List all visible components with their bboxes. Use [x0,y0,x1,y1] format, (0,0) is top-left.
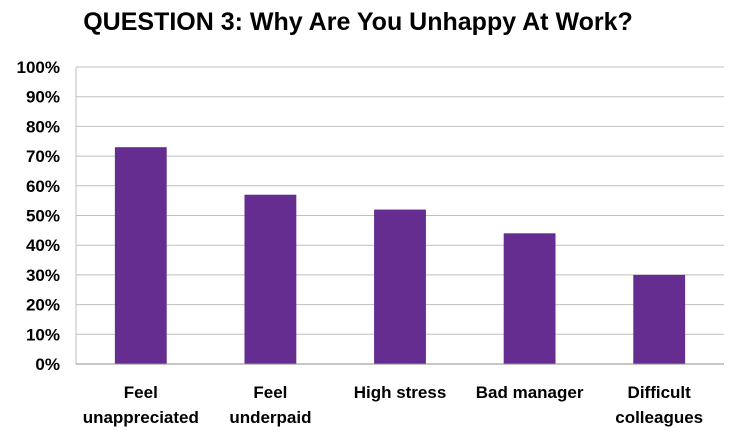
y-tick-label: 30% [26,266,60,285]
bar [244,194,297,364]
bar [633,274,686,364]
x-category-label: Feel underpaid [229,383,311,427]
bars [114,147,686,364]
y-tick-label: 40% [26,236,60,255]
y-tick-label: 90% [26,88,60,107]
chart-title: QUESTION 3: Why Are You Unhappy At Work? [83,8,633,36]
bar [374,209,426,364]
y-tick-label: 20% [26,296,60,315]
x-axis-category-labels: Feel unappreciated Feel underpaid High stres… [83,383,703,427]
y-tick-label: 70% [26,147,60,166]
x-category-label: High stress [354,383,447,402]
y-tick-label: 10% [26,325,60,344]
bar [503,233,556,364]
x-category-label: Difficult colleagues [615,383,703,427]
x-category-label: Bad manager [476,383,584,402]
y-axis-tick-labels: 0% 10% 20% 30% 40% 50% 60% 70% 80% 90% 100% [17,58,60,374]
y-tick-label: 60% [26,177,60,196]
y-tick-label: 50% [26,207,60,226]
y-tick-label: 0% [35,355,60,374]
x-category-label: Feel unappreciated [83,383,199,427]
y-tick-label: 100% [17,58,60,77]
y-tick-label: 80% [26,117,60,136]
bar [114,147,167,364]
